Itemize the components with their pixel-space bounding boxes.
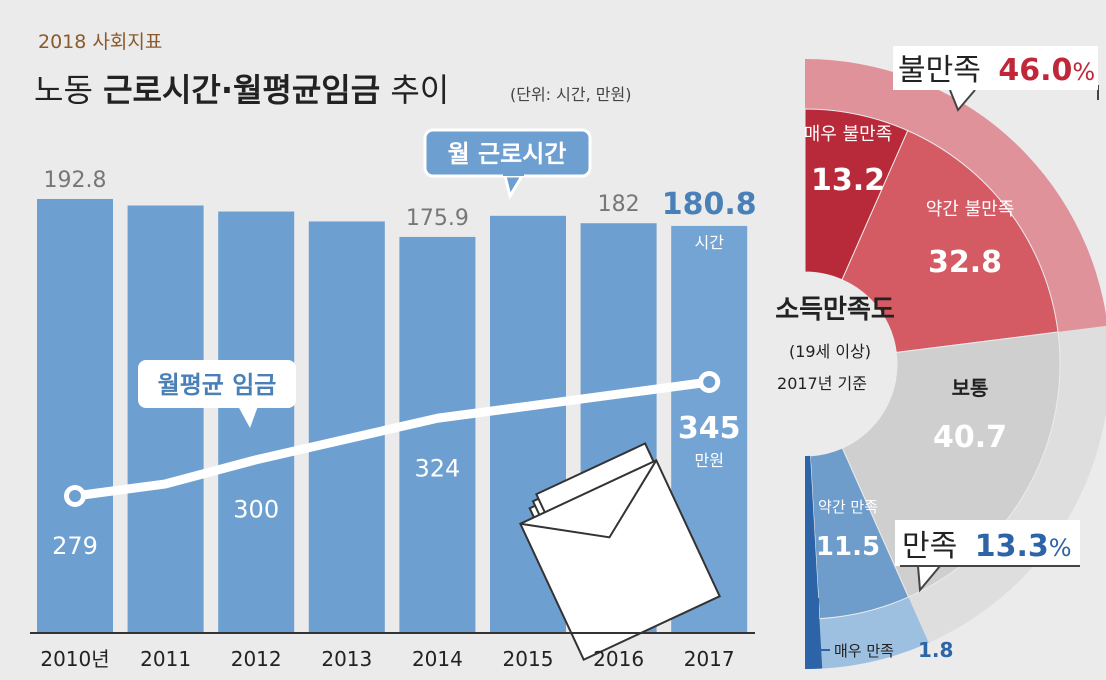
x-tick-label: 2011 — [140, 647, 191, 671]
slice-value: 13.2 — [811, 163, 885, 198]
wage-line-group: 279 300 324 345 만원 — [52, 371, 741, 560]
slice-label: 보통 — [952, 376, 989, 400]
donut-subtitle: (19세 이상) — [789, 342, 871, 361]
very-satisfied-callout: 매우 만족 1.8 — [817, 598, 953, 662]
x-tick-label: 2012 — [231, 647, 282, 671]
x-axis: 2010년 2011 2012 2013 2014 2015 2016 2017 — [30, 632, 755, 671]
dissatisfied-total: 불만족 46.0% — [898, 53, 1095, 88]
dissatisfied-label: 불만족 — [898, 53, 981, 88]
satisfied-value: 13.3 — [975, 529, 1049, 564]
slice-value: 11.5 — [816, 532, 880, 562]
slice-dissatisfied — [841, 129, 1059, 354]
wage-point — [69, 490, 81, 502]
wage-point — [703, 376, 716, 388]
slice-label: 매우 불만족 — [804, 124, 893, 145]
kicker: 2018 사회지표 — [38, 31, 162, 53]
hours-unit-label: 시간 — [694, 233, 724, 252]
wage-value-label: 300 — [233, 496, 279, 524]
slice-label: 약간 만족 — [818, 498, 878, 516]
satisfied-callout: 만족 13.3% — [895, 520, 1080, 593]
title-part-1: 노동 — [34, 71, 103, 109]
wage-value-label: 324 — [414, 454, 460, 482]
hours-bar — [127, 205, 204, 632]
x-tick-label: 2014 — [412, 647, 463, 671]
x-tick-label: 2013 — [321, 647, 372, 671]
x-tick-label: 2010년 — [40, 647, 109, 671]
donut-title: 소득만족도 — [775, 295, 895, 325]
very-satisfied-label: 매우 만족 — [834, 642, 894, 660]
slice-value: 32.8 — [928, 245, 1002, 280]
neutral-band — [908, 325, 1106, 643]
donut-chart — [804, 59, 1106, 669]
hours-value-label: 175.9 — [406, 206, 469, 231]
dissatisfied-value: 46.0 — [998, 53, 1072, 88]
satisfied-band — [805, 597, 929, 669]
hours-callout-label: 월 근로시간 — [448, 140, 567, 168]
hours-bar — [308, 221, 385, 632]
satisfied-percent: % — [1049, 534, 1072, 562]
hours-bar — [218, 211, 295, 632]
wage-value-label: 279 — [52, 532, 98, 560]
envelope-illustration — [519, 442, 721, 661]
slice-label: 약간 불만족 — [926, 199, 1015, 220]
dissatisfied-percent: % — [1072, 58, 1095, 86]
donut-note: 2017년 기준 — [777, 374, 867, 393]
wage-value-label: 345 — [678, 411, 741, 446]
wage-callout: 월평균 임금 — [138, 360, 296, 428]
hours-value-label: 182 — [598, 192, 640, 217]
dissatisfied-callout: 불만족 46.0% — [893, 46, 1099, 112]
slice-value: 40.7 — [933, 420, 1007, 455]
x-tick-label: 2015 — [503, 647, 554, 671]
wage-unit-label: 만원 — [694, 451, 723, 470]
wage-callout-label: 월평균 임금 — [158, 371, 277, 399]
wage-line — [74, 377, 710, 501]
satisfied-total: 만족 13.3% — [902, 529, 1072, 564]
hours-value-label: 180.8 — [662, 187, 757, 222]
unit-note: (단위: 시간, 만원) — [510, 85, 631, 104]
page-title: 노동 근로시간·월평균임금 추이 — [34, 71, 449, 109]
hours-value-label: 192.8 — [44, 168, 107, 193]
donut-labels: 매우 불만족 13.2 약간 불만족 32.8 보통 40.7 약간 만족 11.5 — [804, 124, 1015, 562]
title-part-2: 추이 — [380, 71, 449, 109]
hours-callout: 월 근로시간 — [423, 128, 592, 200]
satisfied-label: 만족 — [902, 529, 957, 564]
very-satisfied-value: 1.8 — [918, 638, 953, 662]
hours-bar — [399, 236, 476, 633]
x-tick-label: 2017 — [684, 647, 735, 671]
dissatisfied-band — [805, 59, 1106, 333]
title-bold: 근로시간·월평균임금 — [103, 71, 380, 109]
hours-bar — [37, 198, 113, 633]
bar-label-group: 192.8 175.9 182 180.8 시간 — [44, 168, 757, 252]
x-tick-label: 2016 — [593, 647, 644, 671]
